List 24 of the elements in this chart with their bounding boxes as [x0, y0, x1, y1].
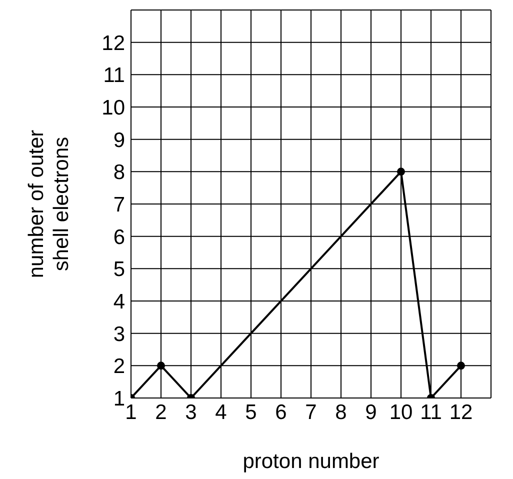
y-tick-label: 9	[113, 128, 125, 152]
x-tick-label: 8	[335, 400, 347, 424]
y-tick-label: 12	[102, 32, 125, 55]
x-tick-label: 4	[215, 400, 228, 424]
x-tick-label: 5	[245, 400, 257, 424]
y-tick-label: 5	[113, 258, 125, 282]
x-tick-label: 10	[389, 400, 413, 424]
y-tick-label: 6	[113, 226, 125, 249]
x-tick-label: 11	[420, 400, 442, 424]
y-axis-title: number of outer shell electrons	[25, 130, 73, 278]
y-tick-label: 8	[113, 161, 125, 184]
x-tick-label: 12	[449, 400, 473, 424]
y-tick-label: 2	[113, 355, 125, 378]
y-tick-label: 7	[113, 193, 125, 216]
x-tick-label: 3	[185, 400, 197, 424]
y-tick-label: 4	[113, 290, 126, 314]
x-tick-label: 9	[365, 400, 377, 424]
y-tick-label: 10	[102, 96, 125, 120]
x-tick-label: 6	[275, 400, 287, 424]
x-axis-title: proton number	[242, 450, 380, 473]
y-tick-label: 3	[113, 322, 125, 346]
y-tick-label: 11	[103, 64, 125, 88]
x-tick-label: 2	[155, 400, 167, 424]
x-tick-label: 7	[305, 400, 317, 424]
